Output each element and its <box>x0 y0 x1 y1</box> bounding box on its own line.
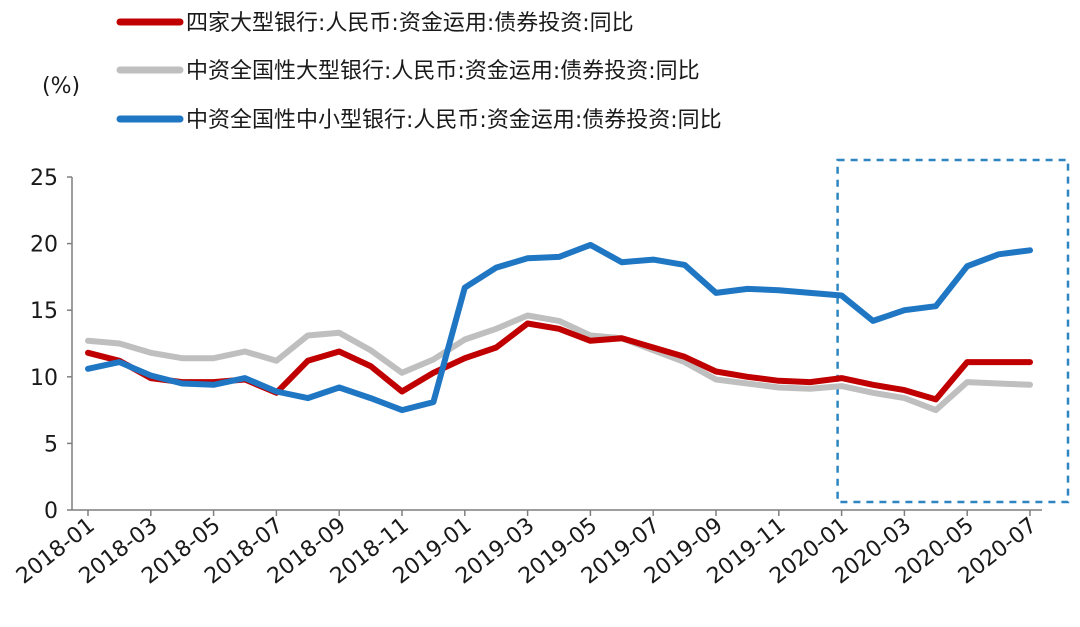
highlight-box <box>836 158 1070 504</box>
y-tick-label: 20 <box>30 233 58 258</box>
legend: 四家大型银行:人民币:资金运用:债券投资:同比中资全国性大型银行:人民币:资金运… <box>116 11 722 133</box>
y-tick-label: 10 <box>30 366 58 391</box>
series-group <box>85 241 1033 414</box>
y-tick-label: 5 <box>44 432 58 457</box>
series-line-2 <box>85 312 1033 414</box>
y-axis: 0 5 10 15 20 25 <box>30 166 73 524</box>
legend-label-2: 中资全国性大型银行:人民币:资金运用:债券投资:同比 <box>186 59 700 84</box>
legend-label-3: 中资全国性中小型银行:人民币:资金运用:债券投资:同比 <box>186 108 722 133</box>
y-tick-label: 0 <box>44 499 58 524</box>
legend-label-1: 四家大型银行:人民币:资金运用:债券投资:同比 <box>186 11 634 36</box>
y-axis-unit-label: (%) <box>42 74 80 99</box>
x-axis: 2018-012018-032018-052018-072018-092018-… <box>12 509 1042 589</box>
series-line-1 <box>85 320 1033 403</box>
y-tick-label: 25 <box>30 166 58 191</box>
y-tick-label: 15 <box>30 299 58 324</box>
series-line-3 <box>85 241 1033 414</box>
